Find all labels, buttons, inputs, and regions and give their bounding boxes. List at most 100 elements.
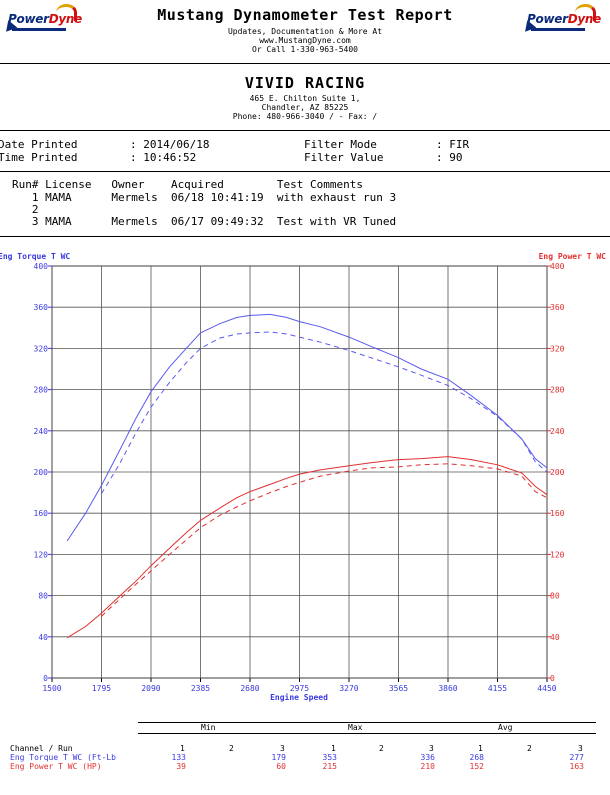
header-line-1: Updates, Documentation & More At xyxy=(227,27,383,36)
y-tick-label-right: 120 xyxy=(550,550,565,559)
stats-header-min: Min xyxy=(201,723,216,732)
stats-max-value: 353 xyxy=(322,753,337,762)
left-axis-title: Eng Torque T WC xyxy=(0,252,71,261)
y-tick-label-right: 200 xyxy=(550,468,565,477)
divider xyxy=(0,236,610,237)
x-tick-label: 4450 xyxy=(537,684,556,693)
y-tick-label-right: 0 xyxy=(550,674,555,683)
y-tick-label-left: 240 xyxy=(34,427,49,436)
series-line-power-run3 xyxy=(101,463,548,617)
filter-value-label: Filter Value xyxy=(304,151,384,164)
shop-name: VIVID RACING xyxy=(244,74,366,92)
run-row: 3 MAMA Mermels 06/17 09:49:32 Test with … xyxy=(12,215,397,228)
filter-value-value: : 90 xyxy=(436,151,463,164)
run-number-header: 3 xyxy=(429,744,434,753)
logo-underline xyxy=(12,28,66,31)
x-tick-label: 2680 xyxy=(240,684,259,693)
stats-max-value: 336 xyxy=(420,753,435,762)
shop-address-2: Chandler, AZ 85225 xyxy=(261,103,349,112)
series-line-torque-run1 xyxy=(66,313,548,542)
logo-arc-icon xyxy=(56,4,77,21)
powerdyne-logo-left: PowerDyne xyxy=(2,4,82,32)
run-number-header: 1 xyxy=(331,744,336,753)
y-tick-label-right: 80 xyxy=(550,592,560,601)
stats-min-value: 133 xyxy=(171,753,186,762)
divider xyxy=(0,63,610,64)
logo-text-power: Power xyxy=(527,12,568,26)
stats-max-value: 215 xyxy=(322,762,337,771)
x-tick-label: 2385 xyxy=(191,684,210,693)
x-tick-label: 2090 xyxy=(141,684,160,693)
filter-mode-value: : FIR xyxy=(436,138,470,151)
y-tick-label-right: 320 xyxy=(550,344,565,353)
run-number-header: 2 xyxy=(379,744,384,753)
stats-channel-name: Eng Power T WC (HP) xyxy=(10,762,102,771)
stats-avg-value: 152 xyxy=(469,762,484,771)
stats-header-max: Max xyxy=(348,723,363,732)
series-line-torque-run3 xyxy=(101,331,548,494)
divider xyxy=(0,171,610,172)
stats-header-avg: Avg xyxy=(498,723,513,732)
x-tick-label: 2975 xyxy=(290,684,309,693)
logo-underline xyxy=(531,28,585,31)
time-printed-value: : 10:46:52 xyxy=(130,151,197,164)
stats-min-value: 60 xyxy=(276,762,286,771)
y-tick-label-right: 240 xyxy=(550,427,565,436)
date-printed-value: : 2014/06/18 xyxy=(130,138,210,151)
stats-min-value: 179 xyxy=(271,753,286,762)
dyno-chart: 1500 1795 2090 2385 2680 2975 3270 3565 3860 4155… xyxy=(34,262,565,693)
filter-mode-label: Filter Mode xyxy=(304,138,377,151)
report-title: Mustang Dynamometer Test Report xyxy=(157,6,453,24)
stats-header-rule xyxy=(138,733,596,734)
divider xyxy=(0,130,610,131)
right-axis-title: Eng Power T WC xyxy=(538,252,606,261)
date-printed-label: Date Printed xyxy=(0,138,78,151)
header-line-2: www.MustangDyne.com xyxy=(259,36,351,45)
shop-address-1: 465 E. Chilton Suite 1, xyxy=(249,94,361,103)
run-number-header: 2 xyxy=(229,744,234,753)
stats-channel-header: Channel / Run xyxy=(10,744,73,753)
time-printed-label: Time Printed xyxy=(0,151,78,164)
y-tick-label-left: 320 xyxy=(34,344,49,353)
y-tick-label-right: 400 xyxy=(550,262,565,271)
x-tick-label: 4155 xyxy=(488,684,507,693)
y-tick-label-left: 0 xyxy=(43,674,48,683)
runs-header: Run# License Owner Acquired Test Comment… xyxy=(12,178,363,191)
stats-min-value: 39 xyxy=(176,762,186,771)
run-row: 1 MAMA Mermels 06/18 10:41:19 with exhau… xyxy=(12,191,397,204)
y-tick-label-left: 80 xyxy=(38,592,48,601)
logo-arc-icon xyxy=(575,4,596,21)
stats-channel-name: Eng Torque T WC (Ft-Lb xyxy=(10,753,116,762)
logo-text-power: Power xyxy=(8,12,49,26)
stats-top-rule xyxy=(138,722,596,723)
powerdyne-logo-right: PowerDyne xyxy=(521,4,601,32)
stats-avg-value: 163 xyxy=(569,762,584,771)
x-tick-label: 1500 xyxy=(42,684,61,693)
y-tick-label-right: 360 xyxy=(550,303,565,312)
y-tick-label-left: 280 xyxy=(34,386,49,395)
x-axis-title: Engine Speed xyxy=(270,693,328,702)
y-tick-label-right: 280 xyxy=(550,386,565,395)
run-number-header: 1 xyxy=(478,744,483,753)
y-tick-label-right: 40 xyxy=(550,633,560,642)
x-tick-label: 1795 xyxy=(92,684,111,693)
stats-avg-value: 277 xyxy=(569,753,584,762)
series-line-power-run1 xyxy=(66,456,548,639)
run-row: 2 xyxy=(12,203,39,216)
y-tick-label-left: 160 xyxy=(34,509,49,518)
y-tick-label-left: 200 xyxy=(34,468,49,477)
y-tick-label-left: 40 xyxy=(38,633,48,642)
run-number-header: 3 xyxy=(578,744,583,753)
y-tick-label-left: 400 xyxy=(34,262,49,271)
run-number-header: 3 xyxy=(280,744,285,753)
x-tick-label: 3860 xyxy=(438,684,457,693)
y-tick-label-right: 160 xyxy=(550,509,565,518)
stats-avg-value: 268 xyxy=(469,753,484,762)
y-tick-label-left: 120 xyxy=(34,550,49,559)
y-tick-label-left: 360 xyxy=(34,303,49,312)
x-tick-label: 3270 xyxy=(339,684,358,693)
stats-max-value: 210 xyxy=(420,762,435,771)
run-number-header: 1 xyxy=(180,744,185,753)
shop-phone: Phone: 480-966-3040 / - Fax: / xyxy=(232,112,378,121)
x-tick-label: 3565 xyxy=(389,684,408,693)
